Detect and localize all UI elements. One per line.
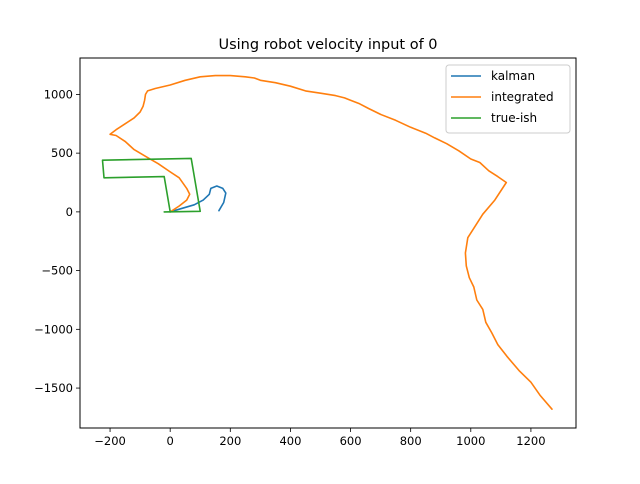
series-line-true-ish — [101, 157, 201, 213]
y-tick-label: 0 — [66, 205, 73, 219]
x-tick-label: 800 — [400, 434, 422, 448]
plot-frame — [79, 57, 577, 429]
legend: kalman integrated true-ish — [445, 64, 571, 134]
series-group — [101, 74, 553, 411]
x-tick-label: 200 — [219, 434, 241, 448]
series-line-kalman — [169, 185, 227, 213]
legend-label-integrated: integrated — [491, 90, 554, 104]
legend-label-true-ish: true-ish — [491, 111, 537, 125]
y-tick-label: −500 — [41, 264, 73, 278]
chart-title: Using robot velocity input of 0 — [218, 37, 437, 53]
series-line-integrated — [109, 74, 553, 411]
x-tick-label: 1200 — [516, 434, 545, 448]
legend-label-kalman: kalman — [491, 69, 535, 83]
x-tick-label: 400 — [279, 434, 301, 448]
x-tick-label: 600 — [340, 434, 362, 448]
y-tick-label: 500 — [51, 146, 73, 160]
y-tick-label: −1500 — [34, 381, 73, 395]
x-axis: −200 0 200 400 600 800 1000 1200 — [94, 428, 546, 448]
y-tick-label: −1000 — [34, 322, 73, 336]
y-tick-label: 1000 — [44, 87, 73, 101]
x-tick-label: 1000 — [456, 434, 485, 448]
x-tick-label: 0 — [167, 434, 174, 448]
x-tick-label: −200 — [94, 434, 126, 448]
y-axis: −1500 −1000 −500 0 500 1000 — [34, 87, 80, 395]
legend-frame — [445, 64, 571, 134]
